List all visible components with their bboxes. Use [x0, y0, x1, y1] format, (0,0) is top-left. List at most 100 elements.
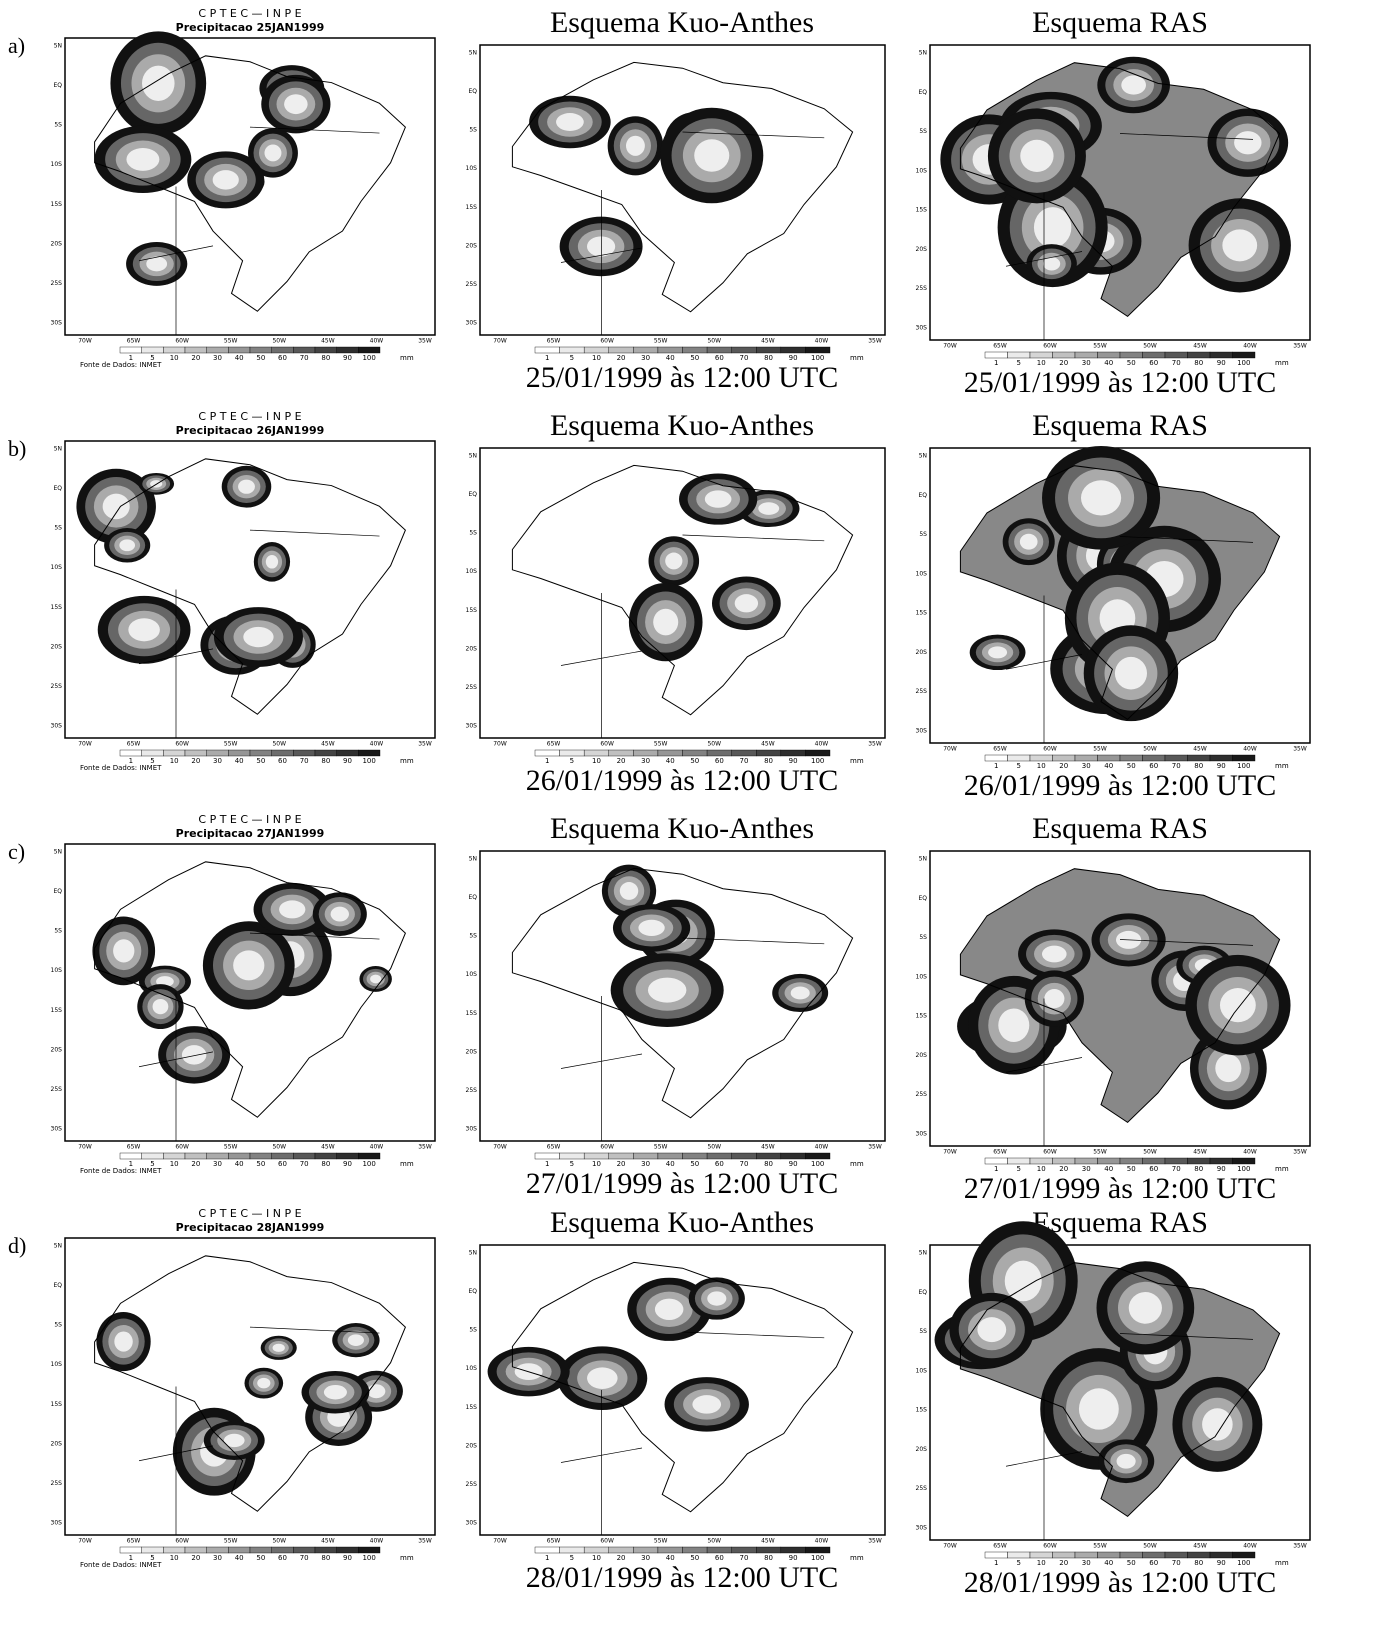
- lat-label: 10S: [916, 167, 928, 174]
- colorbar-cell: [272, 1153, 294, 1159]
- colorbar-cell: [315, 1547, 337, 1553]
- lon-label: 65W: [127, 1538, 141, 1545]
- colorbar-label: 10: [170, 757, 179, 765]
- lon-label: 70W: [78, 1538, 92, 1545]
- kuo-caption: 27/01/1999 às 12:00 UTC: [526, 1167, 839, 1200]
- rain-blob: [1117, 1454, 1136, 1469]
- colorbar-cell: [1165, 1552, 1188, 1558]
- colorbar-cell: [358, 1153, 380, 1159]
- colorbar-cell: [1165, 1158, 1188, 1164]
- lat-label: 25S: [51, 1480, 63, 1487]
- colorbar-cell: [293, 1153, 315, 1159]
- colorbar-cell: [163, 750, 185, 756]
- lon-label: 70W: [493, 338, 507, 345]
- rain-blob: [1215, 1054, 1241, 1082]
- rain-blob: [626, 136, 645, 156]
- colorbar-cell: [228, 750, 250, 756]
- lon-label: 70W: [943, 1149, 957, 1156]
- lat-label: 5N: [469, 856, 477, 863]
- rain-blob: [692, 1395, 721, 1414]
- lon-label: 65W: [127, 338, 141, 345]
- colorbar-cell: [633, 1547, 658, 1553]
- colorbar-cell: [609, 750, 634, 756]
- colorbar-cell: [1075, 352, 1098, 358]
- lon-label: 40W: [370, 1538, 384, 1545]
- lat-label: 25S: [466, 281, 478, 288]
- lat-label: 10S: [916, 1367, 928, 1374]
- rain-blob: [1020, 534, 1038, 550]
- colorbar-cell: [1210, 755, 1233, 761]
- colorbar-cell: [732, 1547, 757, 1553]
- rain-blob: [665, 553, 682, 570]
- lat-label: 30S: [466, 1520, 478, 1527]
- lat-label: 5S: [469, 1327, 477, 1334]
- colorbar-label: 90: [343, 1554, 352, 1562]
- colorbar-label: 100: [362, 757, 375, 765]
- colorbar-cell: [805, 1153, 830, 1159]
- rain-blob: [1115, 657, 1147, 690]
- lon-label: 50W: [707, 741, 721, 748]
- kuo-title: Esquema Kuo-Anthes: [550, 6, 814, 39]
- colorbar-cell: [1210, 1552, 1233, 1558]
- lon-label: 50W: [272, 338, 286, 345]
- colorbar-label: 10: [170, 1160, 179, 1168]
- lat-label: 30S: [51, 723, 63, 730]
- colorbar-cell: [207, 750, 229, 756]
- colorbar-cell: [781, 1153, 806, 1159]
- lat-label: 5S: [469, 933, 477, 940]
- lon-label: 55W: [654, 1144, 668, 1151]
- lon-label: 50W: [1143, 1149, 1157, 1156]
- lat-label: 30S: [916, 728, 928, 735]
- lat-label: EQ: [918, 89, 927, 96]
- colorbar-cell: [584, 1547, 609, 1553]
- colorbar-cell: [584, 750, 609, 756]
- lon-label: 65W: [547, 741, 561, 748]
- kuo-title: Esquema Kuo-Anthes: [550, 409, 814, 442]
- colorbar-label: 50: [256, 354, 265, 362]
- lat-label: 20S: [916, 246, 928, 253]
- lat-label: 20S: [466, 1442, 478, 1449]
- rain-blob: [587, 1367, 618, 1389]
- colorbar-cell: [781, 1547, 806, 1553]
- colorbar-cell: [228, 1153, 250, 1159]
- colorbar-cell: [1188, 1552, 1211, 1558]
- colorbar-cell: [805, 1547, 830, 1553]
- colorbar-cell: [1030, 1552, 1053, 1558]
- rain-blob: [1043, 257, 1060, 270]
- lat-label: 15S: [916, 1013, 928, 1020]
- colorbar-cell: [142, 750, 164, 756]
- colorbar-cell: [163, 1153, 185, 1159]
- lon-label: 40W: [815, 338, 829, 345]
- lon-label: 40W: [370, 741, 384, 748]
- colorbar-cell: [1008, 1158, 1031, 1164]
- rain-blob: [1234, 131, 1261, 154]
- lon-label: 70W: [493, 1144, 507, 1151]
- lat-label: 5S: [54, 928, 62, 935]
- colorbar-label: 30: [213, 757, 222, 765]
- colorbar-cell: [985, 755, 1008, 761]
- lat-label: 25S: [51, 1086, 63, 1093]
- colorbar-cell: [1075, 1158, 1098, 1164]
- rain-blob: [370, 975, 381, 984]
- figure: a)C P T E C — I N P EPrecipitacao 25JAN1…: [0, 0, 1374, 1640]
- row-label: b): [8, 436, 26, 461]
- colorbar-cell: [185, 1153, 207, 1159]
- lat-label: 5N: [469, 1250, 477, 1257]
- lat-label: EQ: [53, 888, 62, 895]
- colorbar-cell: [272, 750, 294, 756]
- colorbar-label: 80: [321, 1160, 330, 1168]
- lat-label: 25S: [51, 280, 63, 287]
- lon-label: 50W: [1143, 746, 1157, 753]
- colorbar-cell: [732, 1153, 757, 1159]
- lat-label: 20S: [916, 649, 928, 656]
- colorbar-cell: [535, 347, 560, 353]
- colorbar-cell: [250, 347, 272, 353]
- colorbar-unit: mm: [400, 354, 414, 362]
- colorbar-label: 20: [191, 1160, 200, 1168]
- lat-label: 15S: [466, 607, 478, 614]
- lon-label: 60W: [600, 741, 614, 748]
- colorbar-cell: [1233, 755, 1256, 761]
- colorbar-cell: [337, 750, 359, 756]
- colorbar-label: 40: [235, 1160, 244, 1168]
- lon-label: 60W: [1043, 1149, 1057, 1156]
